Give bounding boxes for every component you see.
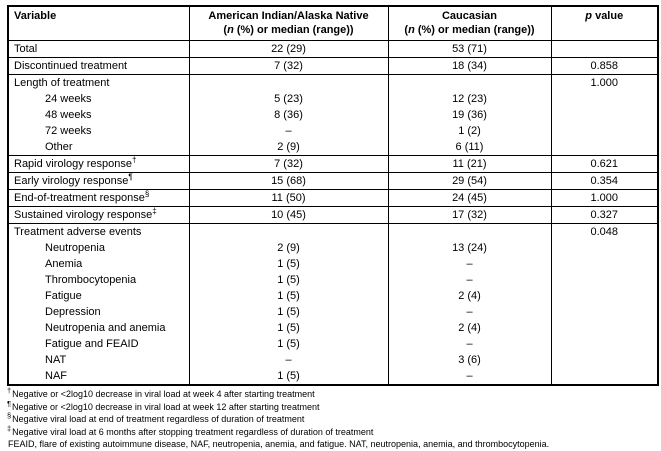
- footnotes: †Negative or <2log10 decrease in viral l…: [7, 386, 657, 451]
- col-header-caucasian: Caucasian (n (%) or median (range)): [387, 6, 552, 41]
- footnote-pilcrow: ¶Negative or <2log10 decrease in viral l…: [7, 398, 320, 412]
- row-fatigue-and-feaid: Fatigue and FEAID 1 (5) –: [7, 336, 659, 352]
- footnote-abbreviations: FEAID, flare of existing autoimmune dise…: [8, 439, 550, 449]
- col-header-pvalue: p value: [550, 6, 659, 41]
- row-treatment-adverse-events: Treatment adverse events 0.048: [7, 223, 659, 240]
- row-discontinued-treatment: Discontinued treatment 7 (32) 18 (34) 0.…: [7, 57, 659, 75]
- footnote-double-dagger: ‡Negative viral load at 6 months after s…: [7, 423, 374, 437]
- row-other: Other 2 (9) 6 (11): [7, 139, 659, 156]
- col-header-caucasian-line1: Caucasian: [441, 10, 498, 22]
- row-sustained-virology-response: Sustained virology response‡ 10 (45) 17 …: [7, 206, 659, 224]
- col-header-native-line1: American Indian/Alaska Native: [208, 10, 369, 22]
- row-naf: NAF 1 (5) –: [7, 368, 659, 385]
- results-table: Variable American Indian/Alaska Native (…: [7, 5, 659, 386]
- row-24-weeks: 24 weeks 5 (23) 12 (23): [7, 91, 659, 107]
- col-header-caucasian-line2: (n (%) or median (range)): [404, 24, 535, 36]
- col-header-native: American Indian/Alaska Native (n (%) or …: [188, 6, 389, 41]
- row-total: Total 22 (29) 53 (71): [7, 40, 659, 58]
- col-header-native-line2: (n (%) or median (range)): [223, 24, 354, 36]
- row-nat: NAT – 3 (6): [7, 352, 659, 368]
- row-neutropenia: Neutropenia 2 (9) 13 (24): [7, 240, 659, 256]
- footnote-section: §Negative viral load at end of treatment…: [7, 411, 305, 424]
- table-header: Variable American Indian/Alaska Native (…: [7, 6, 659, 41]
- row-fatigue: Fatigue 1 (5) 2 (4): [7, 288, 659, 304]
- col-header-variable: Variable: [7, 6, 190, 41]
- table-body: Total 22 (29) 53 (71) Discontinued treat…: [7, 40, 659, 385]
- row-thrombocytopenia: Thrombocytopenia 1 (5) –: [7, 272, 659, 288]
- row-neutropenia-and-anemia: Neutropenia and anemia 1 (5) 2 (4): [7, 320, 659, 336]
- row-depression: Depression 1 (5) –: [7, 304, 659, 320]
- footnote-dagger: †Negative or <2log10 decrease in viral l…: [7, 386, 315, 399]
- row-rapid-virology-response: Rapid virology response† 7 (32) 11 (21) …: [7, 155, 659, 173]
- row-length-of-treatment: Length of treatment 1.000: [7, 74, 659, 91]
- row-48-weeks: 48 weeks 8 (36) 19 (36): [7, 107, 659, 123]
- row-end-of-treatment-response: End-of-treatment response§ 11 (50) 24 (4…: [7, 189, 659, 207]
- row-72-weeks: 72 weeks – 1 (2): [7, 123, 659, 139]
- row-early-virology-response: Early virology response¶ 15 (68) 29 (54)…: [7, 172, 659, 190]
- row-anemia: Anemia 1 (5) –: [7, 256, 659, 272]
